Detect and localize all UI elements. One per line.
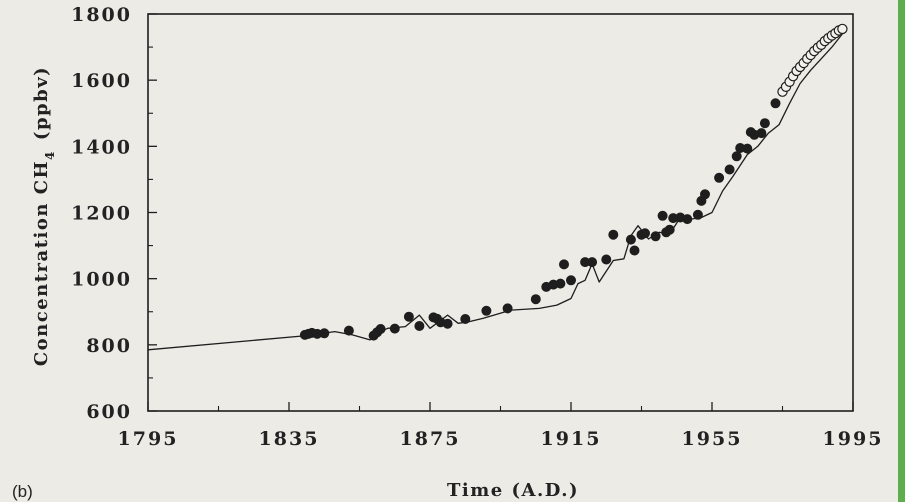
- ice-core-point: [664, 224, 675, 235]
- y-axis-title-unit: (ppbv): [31, 66, 52, 140]
- ice-core-point: [724, 164, 735, 175]
- ice-core-point: [700, 189, 711, 200]
- x-tick-label: 1795: [118, 428, 179, 450]
- label-layer: 1795 1835 1875 1915 1955 1995 600 800 1000 1200 14…: [71, 4, 884, 450]
- ice-core-point: [629, 245, 640, 256]
- concentration-line: [147, 33, 843, 351]
- ice-core-point: [682, 214, 693, 225]
- x-tick-label: 1995: [823, 428, 884, 450]
- x-tick-label: 1835: [259, 428, 320, 450]
- ice-core-point: [731, 151, 742, 162]
- y-axis-title: Concentration CH4 (ppbv): [31, 66, 57, 366]
- ice-core-point: [375, 323, 386, 334]
- ice-core-point: [759, 118, 770, 129]
- ice-core-point: [650, 231, 661, 242]
- panel-label: (b): [12, 482, 33, 501]
- ice-core-point: [657, 210, 668, 221]
- ice-core-point: [756, 128, 767, 139]
- y-tick-label: 600: [86, 401, 132, 423]
- ice-core-point: [566, 275, 577, 286]
- ice-core-point: [555, 278, 566, 289]
- y-axis-title-text: Concentration CH: [31, 160, 52, 366]
- ice-core-point: [389, 323, 400, 334]
- ice-core-point: [640, 228, 651, 239]
- ice-core-point: [414, 320, 425, 331]
- y-tick-label: 1400: [71, 136, 132, 158]
- edge-accent-stripe: [898, 0, 905, 502]
- marker-layer: [299, 23, 848, 341]
- x-tick-label: 1875: [400, 428, 461, 450]
- ice-core-point: [714, 172, 725, 183]
- ice-core-point: [403, 311, 414, 322]
- ice-core-point: [587, 257, 598, 268]
- ice-core-point: [601, 254, 612, 265]
- y-tick-label: 1800: [71, 4, 132, 26]
- ice-core-point: [319, 328, 330, 339]
- ice-core-point: [559, 259, 570, 270]
- ice-core-point: [625, 234, 636, 245]
- ice-core-point: [343, 325, 354, 336]
- atmospheric-point: [837, 23, 848, 35]
- y-tick-label: 1000: [71, 269, 132, 291]
- ice-core-point: [742, 143, 753, 154]
- ice-core-point: [502, 303, 513, 314]
- x-axis-title: Time (A.D.): [447, 480, 579, 501]
- ice-core-point: [770, 98, 781, 109]
- ice-core-point: [608, 229, 619, 240]
- y-tick-label: 1200: [71, 203, 132, 225]
- y-axis-title-subscript: 4: [43, 150, 57, 160]
- plot-frame: [147, 13, 854, 412]
- ice-core-point: [530, 294, 541, 305]
- y-tick-label: 800: [86, 335, 132, 357]
- ice-core-point: [481, 305, 492, 316]
- y-tick-label: 1600: [71, 70, 132, 92]
- ticks-layer: [147, 13, 854, 412]
- ice-core-point: [460, 313, 471, 324]
- line-layer: [147, 33, 843, 351]
- x-tick-label: 1915: [541, 428, 602, 450]
- x-tick-label: 1955: [682, 428, 743, 450]
- ice-core-point: [692, 209, 703, 220]
- ice-core-point: [442, 318, 453, 329]
